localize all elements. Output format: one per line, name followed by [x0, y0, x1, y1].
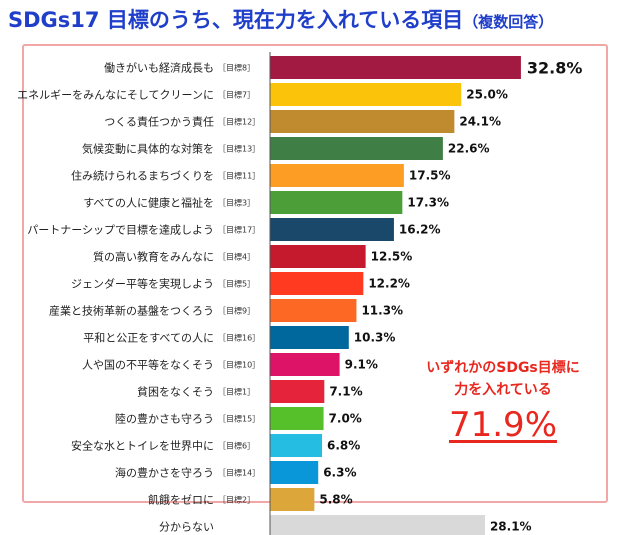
- bar-label: 飢餓をゼロに: [148, 493, 214, 507]
- bar-3: [270, 110, 455, 133]
- bar-label: 人や国の不平等をなくそう: [82, 358, 214, 372]
- bar-value-label: 6.3%: [323, 466, 356, 480]
- bar-12: [270, 353, 340, 376]
- callout-line-2: 力を入れている: [454, 382, 552, 398]
- bar-value-label: 22.6%: [448, 142, 490, 156]
- bar-goal-tag: ［目標16］: [218, 333, 260, 343]
- bar-16: [270, 461, 319, 484]
- bar-label: 平和と公正をすべての人に: [83, 332, 214, 345]
- bar-11: [270, 326, 349, 349]
- bar-label: 気候変動に具体的な対策を: [82, 142, 214, 156]
- bar-label: 貧困をなくそう: [137, 386, 214, 399]
- bar-goal-tag: ［目標8］: [218, 63, 255, 73]
- bar-goal-tag: ［目標5］: [218, 279, 255, 289]
- bar-goal-tag: ［目標1］: [218, 387, 255, 397]
- bar-label: 質の高い教育をみんなに: [93, 250, 214, 264]
- bar-label: 働きがいも経済成長も: [104, 61, 214, 75]
- bar-label: 住み続けられるまちづくりを: [71, 169, 214, 183]
- bar-label: つくる責任つかう責任: [104, 115, 214, 129]
- bar-value-label: 24.1%: [459, 115, 501, 129]
- bar-value-label: 28.1%: [490, 520, 532, 534]
- bar-label: 安全な水とトイレを世界中に: [71, 439, 214, 453]
- bar-value-label: 32.8%: [527, 59, 583, 78]
- bar-label: 分からない: [159, 521, 214, 534]
- bar-value-label: 25.0%: [466, 88, 508, 102]
- bar-18: [270, 515, 485, 535]
- bar-7: [270, 218, 394, 241]
- bar-goal-tag: ［目標9］: [218, 306, 255, 316]
- bar-goal-tag: ［目標6］: [218, 441, 255, 451]
- bar-goal-tag: ［目標10］: [218, 360, 260, 370]
- summary-callout: いずれかのSDGs目標に 力を入れている 71.9%: [408, 357, 598, 445]
- bar-goal-tag: ［目標3］: [218, 198, 255, 208]
- bar-value-label: 12.5%: [371, 250, 413, 264]
- bar-goal-tag: ［目標2］: [218, 495, 255, 505]
- bar-9: [270, 272, 364, 295]
- bar-value-label: 11.3%: [361, 304, 403, 318]
- bar-label: すべての人に健康と福祉を: [83, 196, 214, 210]
- bar-value-label: 5.8%: [319, 493, 352, 507]
- bar-goal-tag: ［目標17］: [218, 225, 260, 235]
- bar-goal-tag: ［目標15］: [218, 414, 260, 424]
- callout-line-1: いずれかのSDGs目標に: [426, 360, 580, 376]
- bar-label: 産業と技術革新の基盤をつくろう: [49, 304, 214, 318]
- chart-title: SDGs17 目標のうち、現在力を入れている項目（複数回答）: [8, 4, 638, 36]
- bar-goal-tag: ［目標11］: [218, 171, 260, 181]
- bar-1: [270, 56, 521, 79]
- bar-2: [270, 83, 462, 106]
- bar-10: [270, 299, 357, 322]
- bar-15: [270, 434, 323, 457]
- bar-6: [270, 191, 403, 214]
- bar-label: エネルギーをみんなにそしてクリーンに: [17, 89, 214, 102]
- bar-label: 陸の豊かさも守ろう: [115, 412, 214, 426]
- bar-4: [270, 137, 443, 160]
- bar-label: 海の豊かさを守ろう: [115, 466, 214, 480]
- bar-goal-tag: ［目標13］: [218, 144, 260, 154]
- bar-8: [270, 245, 366, 268]
- bar-value-label: 17.3%: [407, 196, 449, 210]
- bar-5: [270, 164, 404, 187]
- callout-value: 71.9%: [448, 405, 557, 445]
- bar-goal-tag: ［目標14］: [218, 468, 260, 478]
- sdg-items-frame: [22, 44, 608, 503]
- bar-label: ジェンダー平等を実現しよう: [71, 277, 214, 291]
- bar-goal-tag: ［目標4］: [218, 252, 255, 262]
- bar-value-label: 6.8%: [327, 439, 360, 453]
- bar-value-label: 16.2%: [399, 223, 441, 237]
- bar-value-label: 12.2%: [368, 277, 410, 291]
- bar-value-label: 7.1%: [329, 385, 362, 399]
- title-main: SDGs17 目標のうち、現在力を入れている項目: [8, 8, 464, 32]
- bar-value-label: 7.0%: [329, 412, 362, 426]
- bar-value-label: 10.3%: [354, 331, 396, 345]
- bar-goal-tag: ［目標7］: [218, 90, 255, 100]
- bar-14: [270, 407, 324, 430]
- bar-value-label: 17.5%: [409, 169, 451, 183]
- bar-goal-tag: ［目標12］: [218, 117, 260, 127]
- bar-13: [270, 380, 325, 403]
- title-subtitle: （複数回答）: [463, 13, 554, 31]
- bar-17: [270, 488, 315, 511]
- bar-label: パートナーシップで目標を達成しよう: [27, 223, 214, 237]
- bar-value-label: 9.1%: [345, 358, 378, 372]
